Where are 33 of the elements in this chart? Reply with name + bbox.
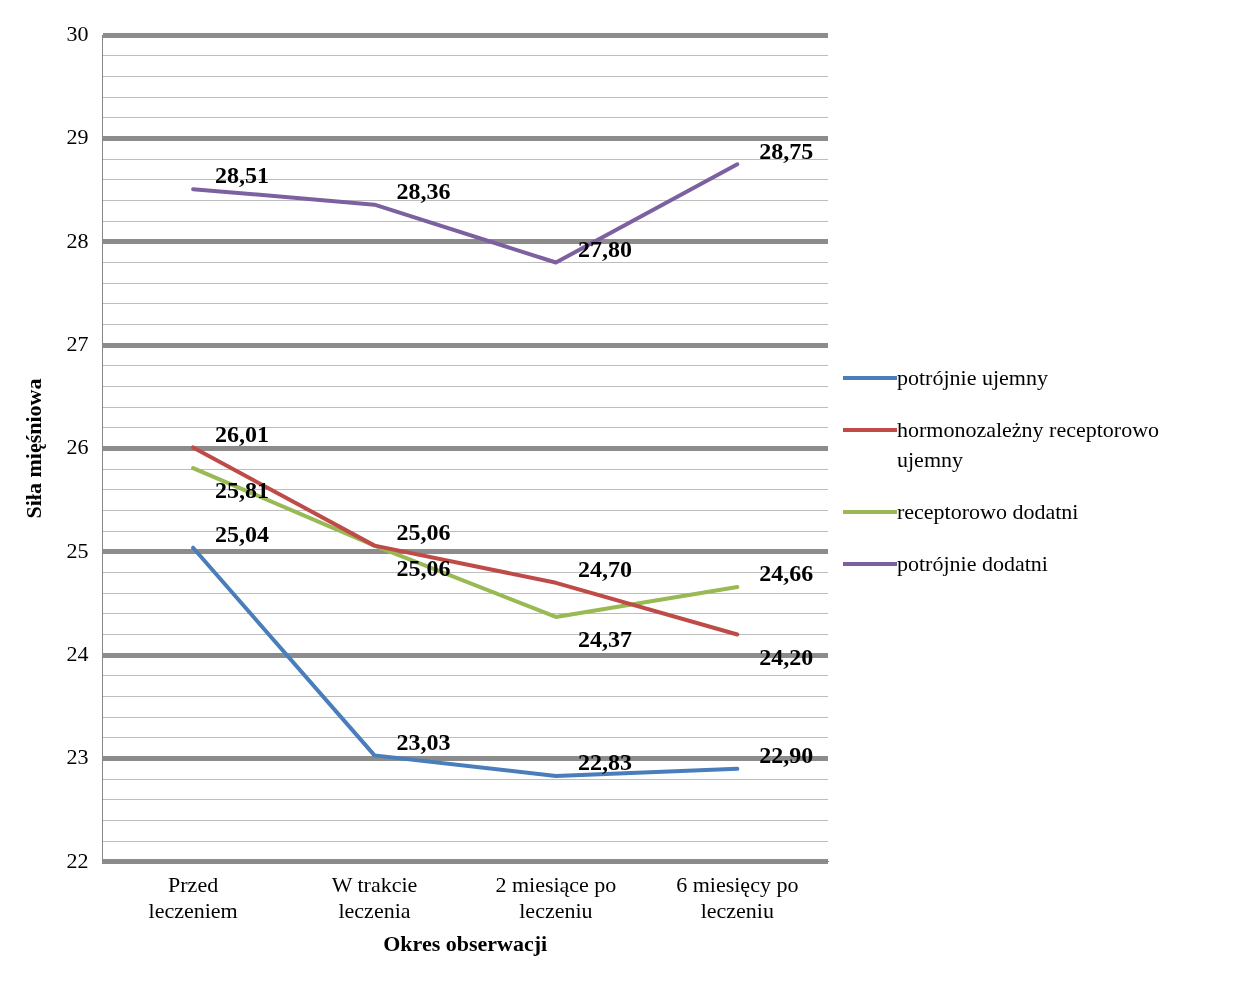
y-tick-label: 22: [66, 847, 89, 873]
data-label: 22,90: [759, 742, 814, 769]
y-tick-label: 25: [66, 537, 89, 563]
x-axis-title: Okres obserwacji: [383, 931, 548, 957]
legend-label: hormonozależny receptorowo ujemny: [897, 416, 1161, 474]
data-label: 25,06: [396, 518, 451, 545]
y-axis-title: Siła mięśniowa: [20, 378, 46, 519]
x-tick-label: 2 miesiące po leczeniu: [495, 871, 617, 924]
y-tick-label: 26: [66, 434, 89, 460]
y-tick-label: 24: [66, 640, 89, 666]
y-tick-label: 28: [66, 227, 89, 253]
data-label: 28,36: [396, 177, 451, 204]
data-label: 24,37: [577, 626, 632, 653]
y-tick-label: 27: [66, 330, 89, 356]
data-label: 22,83: [577, 749, 632, 776]
data-label: 24,66: [759, 560, 814, 587]
y-tick-label: 29: [66, 124, 89, 150]
data-label: 24,70: [577, 556, 632, 583]
legend-label: potrójnie ujemny: [897, 364, 1048, 392]
x-tick-label: W trakcie leczenia: [331, 871, 418, 924]
x-tick-label: Przed leczeniem: [148, 871, 238, 924]
legend-label: receptorowo dodatni: [897, 498, 1079, 526]
data-label: 25,04: [215, 520, 270, 547]
data-label: 28,51: [215, 162, 270, 189]
y-tick-label: 30: [66, 20, 89, 46]
y-tick-label: 23: [66, 744, 89, 770]
legend-label: potrójnie dodatni: [897, 550, 1048, 578]
data-label: 28,75: [759, 137, 814, 164]
data-label: 27,80: [577, 235, 632, 262]
data-label: 23,03: [396, 728, 451, 755]
data-label: 24,20: [759, 643, 814, 670]
x-tick-label: 6 miesięcy po leczeniu: [676, 871, 799, 924]
data-label: 26,01: [215, 420, 270, 447]
